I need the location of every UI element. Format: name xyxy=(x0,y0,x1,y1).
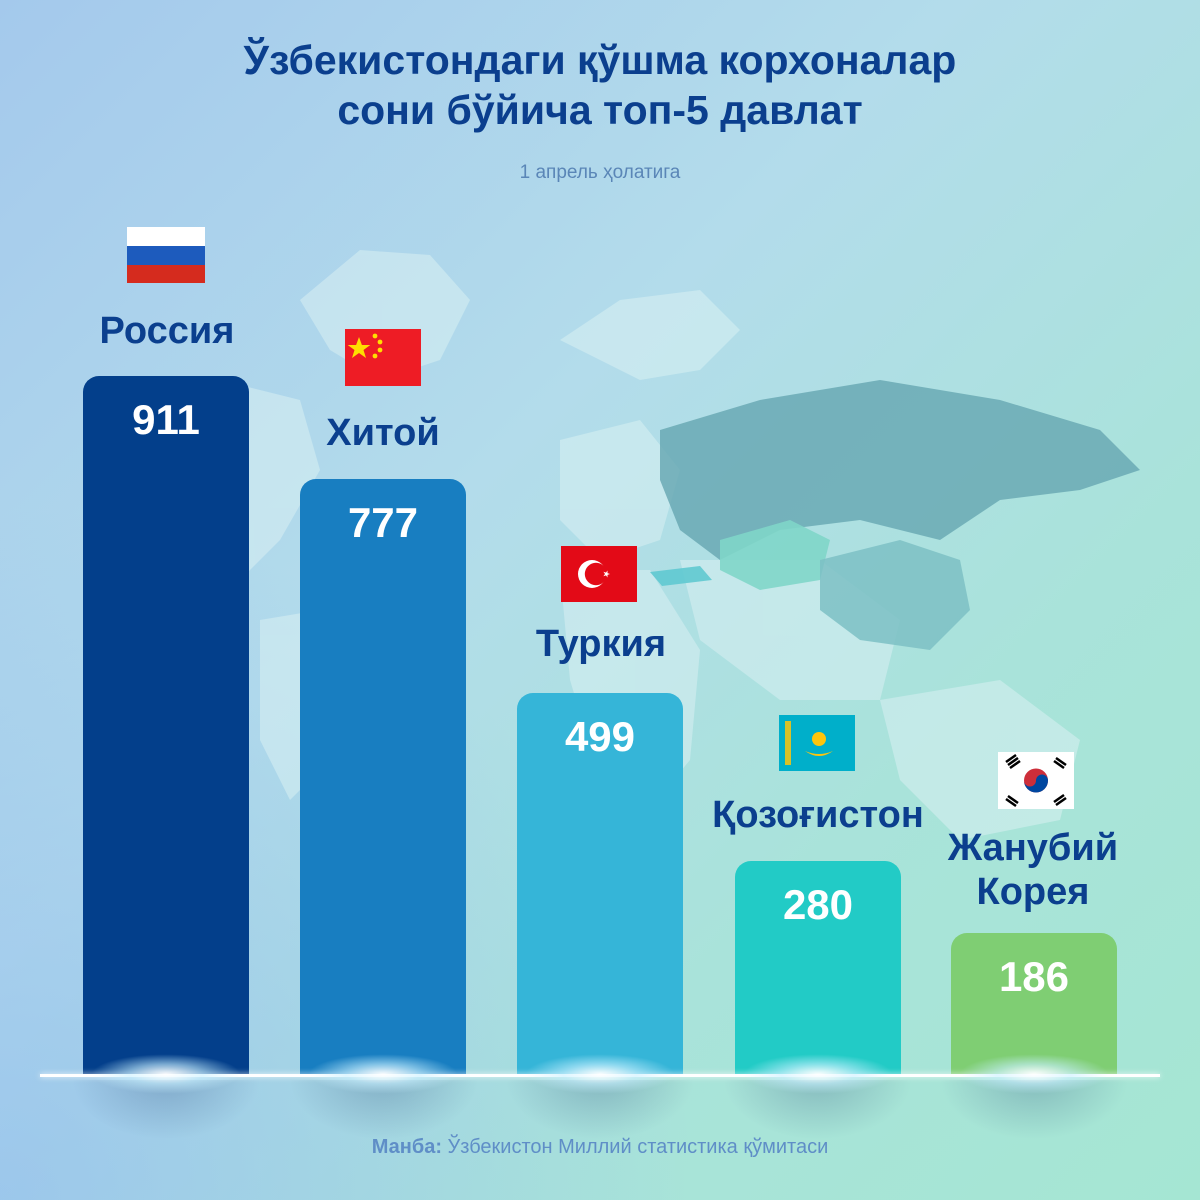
source-note: Манба: Ўзбекистон Миллий статистика қўми… xyxy=(200,1136,1000,1159)
china-map-shape xyxy=(820,540,970,650)
label-kazakhstan: Қозоғистон xyxy=(712,794,924,836)
label-south-korea: Жанубий Корея xyxy=(903,826,1163,914)
value-label-china: 777 xyxy=(347,499,419,546)
label-south-korea-line-1: Жанубий xyxy=(947,827,1119,869)
turkey-map-shape xyxy=(650,566,712,586)
russia-flag-icon xyxy=(127,227,205,283)
baseline-glow xyxy=(308,1054,458,1094)
bar-russia: 911 xyxy=(83,376,249,1076)
chart-title-line-2: сони бўйича топ-5 давлат xyxy=(337,87,863,133)
baseline-glow xyxy=(743,1054,893,1094)
chart-title-line-1: Ўзбекистондаги қўшма корхоналар xyxy=(243,37,957,83)
source-label: Манба: xyxy=(371,1136,442,1158)
source-text: Ўзбекистон Миллий статистика қўмитаси xyxy=(441,1136,829,1158)
value-label-russia: 911 xyxy=(132,396,200,443)
kazakhstan-map-shape xyxy=(720,520,830,590)
value-label-kazakhstan: 280 xyxy=(782,881,854,928)
chart-subtitle: 1 апрель ҳолатига xyxy=(519,162,681,183)
china-flag-icon xyxy=(345,329,421,386)
label-russia: Россия xyxy=(99,310,235,352)
south-korea-flag-icon xyxy=(998,752,1074,809)
value-label-turkey: 499 xyxy=(564,713,636,760)
kazakhstan-flag-icon xyxy=(779,715,855,771)
label-china: Хитой xyxy=(326,412,440,454)
bar-turkey: 499 xyxy=(517,693,683,1076)
value-label-south-korea: 186 xyxy=(998,953,1070,1000)
baseline-glow xyxy=(91,1054,241,1094)
bar-china: 777 xyxy=(300,479,466,1076)
baseline-glow xyxy=(959,1054,1109,1094)
russia-map-shape xyxy=(660,380,1140,560)
turkey-flag-icon xyxy=(561,546,637,602)
label-turkey: Туркия xyxy=(535,623,667,665)
label-south-korea-line-2: Корея xyxy=(976,871,1090,913)
bar-south-korea: 186 xyxy=(951,933,1117,1076)
baseline-glow xyxy=(525,1054,675,1094)
bar-kazakhstan: 280 xyxy=(735,861,901,1076)
